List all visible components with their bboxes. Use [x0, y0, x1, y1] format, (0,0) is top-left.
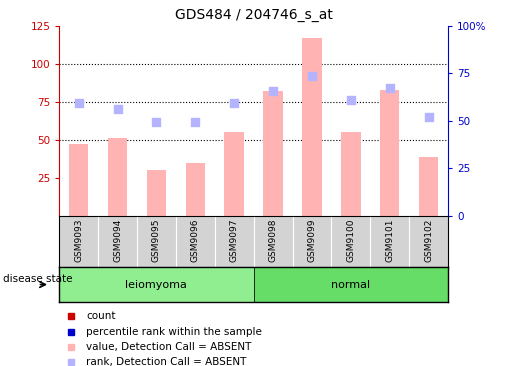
- Point: [386, 85, 394, 91]
- Text: GSM9100: GSM9100: [347, 219, 355, 262]
- Text: normal: normal: [331, 280, 370, 290]
- Text: GSM9099: GSM9099: [307, 219, 316, 262]
- Text: count: count: [87, 311, 116, 321]
- Text: percentile rank within the sample: percentile rank within the sample: [87, 326, 262, 337]
- Bar: [302, 38, 322, 216]
- Bar: [253, 267, 448, 302]
- Text: GSM9094: GSM9094: [113, 219, 122, 262]
- Bar: [341, 132, 360, 216]
- Text: GSM9101: GSM9101: [385, 219, 394, 262]
- Point: [152, 119, 161, 124]
- Bar: [147, 170, 166, 216]
- Text: GSM9097: GSM9097: [230, 219, 238, 262]
- Point: [308, 73, 316, 79]
- Text: rank, Detection Call = ABSENT: rank, Detection Call = ABSENT: [87, 357, 247, 366]
- Point: [75, 100, 83, 106]
- Bar: [380, 90, 400, 216]
- Text: leiomyoma: leiomyoma: [126, 280, 187, 290]
- Point: [269, 88, 277, 94]
- Point: [347, 97, 355, 103]
- Text: GSM9102: GSM9102: [424, 219, 433, 262]
- Bar: [59, 267, 253, 302]
- Bar: [419, 157, 438, 216]
- Point: [230, 100, 238, 106]
- Text: GSM9098: GSM9098: [269, 219, 278, 262]
- Text: GSM9093: GSM9093: [74, 219, 83, 262]
- Bar: [108, 138, 127, 216]
- Point: [424, 114, 433, 120]
- Bar: [185, 163, 205, 216]
- Point: [113, 107, 122, 112]
- Title: GDS484 / 204746_s_at: GDS484 / 204746_s_at: [175, 8, 333, 22]
- Text: value, Detection Call = ABSENT: value, Detection Call = ABSENT: [87, 342, 252, 352]
- Bar: [69, 144, 89, 216]
- Bar: [225, 132, 244, 216]
- Text: disease state: disease state: [3, 274, 72, 284]
- Text: GSM9096: GSM9096: [191, 219, 200, 262]
- Point: [191, 119, 199, 124]
- Text: GSM9095: GSM9095: [152, 219, 161, 262]
- Bar: [263, 91, 283, 216]
